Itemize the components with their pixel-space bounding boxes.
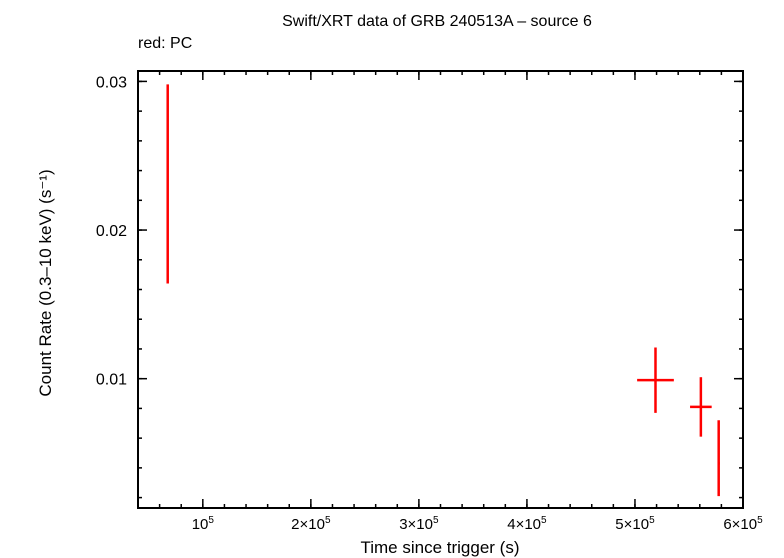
data-point — [166, 84, 169, 284]
data-point — [690, 377, 712, 437]
x-tick-label: 105 — [192, 515, 215, 533]
minor-ticks — [137, 71, 744, 508]
x-tick-label: 2×105 — [291, 515, 331, 533]
x-tick-label: 3×105 — [399, 515, 439, 533]
chart-subtitle: red: PC — [138, 35, 192, 52]
data-point — [717, 420, 720, 497]
data-point — [637, 347, 674, 413]
chart-title: Swift/XRT data of GRB 240513A – source 6 — [282, 13, 592, 30]
tick-labels: 105 2×105 3×105 4×105 5×105 6×105 0.01 0.02 0.03 — [96, 74, 763, 533]
x-tick-label: 5×105 — [615, 515, 655, 533]
y-tick-label: 0.02 — [96, 223, 127, 240]
y-tick-label: 0.03 — [96, 74, 127, 91]
x-tick-label: 4×105 — [507, 515, 547, 533]
x-tick-label: 6×105 — [723, 515, 763, 533]
plot-frame — [137, 70, 744, 509]
x-axis-label: Time since trigger (s) — [360, 538, 519, 557]
plot-series — [166, 84, 720, 497]
y-axis-label: Count Rate (0.3–10 keV) (s⁻¹) — [36, 169, 55, 396]
major-ticks — [138, 71, 744, 508]
y-tick-label: 0.01 — [96, 372, 127, 389]
